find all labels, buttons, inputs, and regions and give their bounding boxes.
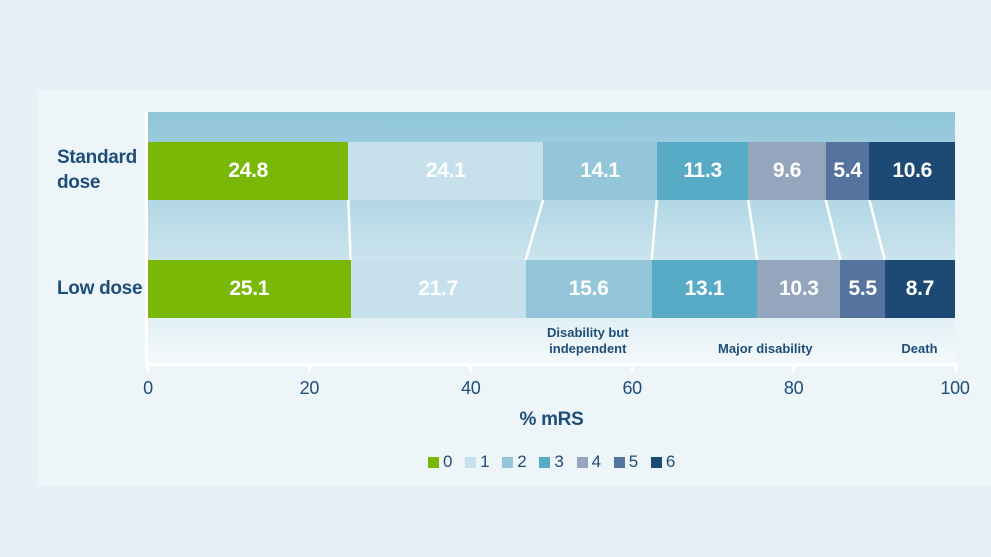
segment-value-label: 14.1	[580, 159, 620, 182]
legend-swatch-icon	[539, 456, 551, 468]
segment-value-label: 9.6	[772, 159, 802, 182]
segment-value-label: 5.5	[848, 277, 877, 300]
segment-value-label: 10.6	[892, 159, 933, 182]
stacked-bar: 24.8 24.1 14.1 11.3 9.6 5.4 10.6	[148, 142, 956, 200]
legend-label: 6	[665, 452, 676, 471]
legend-label: 2	[517, 452, 527, 471]
bar-segment-mrs-6: 8.7	[884, 260, 956, 318]
bar-segment-mrs-1: 21.7	[350, 260, 526, 318]
bar-segment-mrs-5: 5.4	[825, 142, 870, 200]
segment-value-label: 24.8	[228, 159, 269, 182]
x-tick-label: 0	[143, 378, 153, 398]
legend-label: 3	[554, 452, 564, 471]
legend-item: 2	[502, 452, 527, 472]
legend-swatch-icon	[502, 456, 514, 468]
x-axis-line	[145, 363, 958, 366]
connector-line	[824, 200, 842, 260]
bar-segment-mrs-0: 25.1	[148, 260, 351, 318]
segment-value-label: 15.6	[568, 277, 609, 300]
segment-connector-lines	[347, 200, 887, 260]
legend-label: 0	[442, 452, 453, 471]
bar-segment-mrs-3: 11.3	[656, 142, 749, 200]
bar-segment-mrs-4: 9.6	[748, 142, 826, 200]
bar-segment-mrs-1: 24.1	[348, 142, 544, 200]
annotation-label: Major disability	[718, 340, 813, 356]
legend-label: 5	[628, 452, 638, 471]
legend-item: 5	[613, 452, 638, 472]
x-tick	[792, 366, 796, 372]
y-axis-line	[145, 112, 148, 367]
x-tick-label: 20	[299, 378, 320, 398]
legend: 0 1 2 3 4 5 6	[148, 452, 955, 472]
annotation-label: Death	[901, 340, 938, 356]
legend-label: 4	[591, 452, 601, 471]
connector-line	[524, 200, 545, 260]
bar-segment-mrs-3: 13.1	[651, 260, 758, 318]
bar-segment-mrs-2: 15.6	[525, 260, 652, 318]
legend-item: 0	[427, 452, 453, 472]
annotation-label: Disability but independent	[547, 324, 629, 356]
row-label: Standard dose	[57, 147, 137, 193]
connector-line	[347, 200, 352, 260]
x-tick	[307, 366, 311, 372]
legend-item: 6	[650, 452, 676, 472]
legend-swatch-icon	[650, 456, 662, 468]
legend-label: 1	[480, 452, 490, 471]
x-axis-title: % mRS	[519, 409, 584, 430]
legend-item: 1	[465, 452, 490, 472]
connector-line	[746, 200, 759, 260]
x-tick	[469, 366, 473, 372]
legend-swatch-icon	[427, 456, 439, 468]
segment-value-label: 11.3	[683, 159, 722, 182]
x-tick-label: 60	[622, 378, 642, 398]
connector-line	[650, 200, 659, 260]
segment-value-label: 8.7	[905, 277, 935, 300]
connector-line	[868, 200, 887, 260]
segment-value-label: 24.1	[425, 159, 466, 182]
segment-value-label: 5.4	[833, 159, 862, 182]
x-tick-label: 80	[783, 378, 804, 398]
segment-value-label: 21.7	[418, 277, 458, 300]
x-tick-label: 100	[940, 378, 970, 398]
bar-segment-mrs-2: 14.1	[543, 142, 657, 200]
legend-swatch-icon	[613, 456, 625, 468]
bar-segment-mrs-0: 24.8	[148, 142, 349, 200]
legend-swatch-icon	[576, 456, 588, 468]
bar-segment-mrs-6: 10.6	[869, 142, 956, 200]
x-tick	[630, 366, 634, 372]
legend-swatch-icon	[465, 456, 477, 468]
segment-value-label: 13.1	[684, 277, 725, 300]
x-tick	[146, 366, 150, 372]
legend-item: 3	[539, 452, 564, 472]
outcome-annotations: Disability but independent Major disabili…	[148, 112, 955, 361]
stacked-bar: 25.1 21.7 15.6 13.1 10.3 5.5 8.7	[148, 260, 956, 318]
bar-segment-mrs-5: 5.5	[840, 260, 885, 318]
x-tick-label: 40	[461, 378, 481, 398]
segment-value-label: 10.3	[779, 277, 819, 300]
bar-segment-mrs-4: 10.3	[757, 260, 841, 318]
x-tick	[953, 366, 957, 372]
legend-item: 4	[576, 452, 601, 472]
segment-value-label: 25.1	[229, 277, 270, 300]
row-label: Low dose	[57, 277, 143, 299]
